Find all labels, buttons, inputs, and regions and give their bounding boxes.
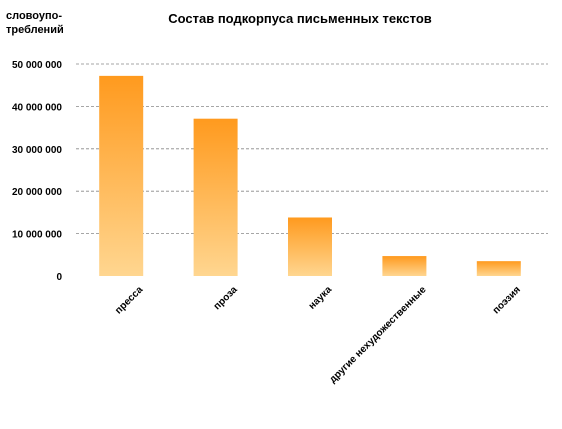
- bar-1: [99, 75, 144, 276]
- y-axis-label-line-2: треблений: [6, 24, 64, 36]
- chart-title: Состав подкорпуса письменных текстов: [168, 11, 432, 26]
- gridlines: [76, 63, 548, 235]
- y-tick-label: 40 000 000: [12, 102, 62, 113]
- bar-3: [288, 217, 332, 276]
- y-tick-label: 50 000 000: [12, 60, 62, 71]
- y-tick-label: 20 000 000: [12, 187, 62, 198]
- y-tick-label: 10 000 000: [12, 230, 62, 241]
- bar-5: [476, 261, 521, 276]
- y-tick-label: 30 000 000: [12, 145, 62, 156]
- bars: [99, 75, 521, 276]
- category-label: другие нехудожественные: [327, 284, 428, 385]
- category-label: поэзия: [491, 284, 523, 316]
- category-label: проза: [212, 284, 240, 312]
- category-label: наука: [307, 284, 335, 312]
- y-tick-labels: 0 10 000 000 20 000 000 30 000 000 40 000 00…: [12, 60, 63, 283]
- y-axis-label-line-1: словоупо-: [6, 10, 62, 22]
- bar-4: [382, 256, 427, 276]
- y-tick-label: 0: [56, 272, 62, 283]
- bar-2: [193, 118, 238, 276]
- category-label: пресса: [113, 284, 145, 316]
